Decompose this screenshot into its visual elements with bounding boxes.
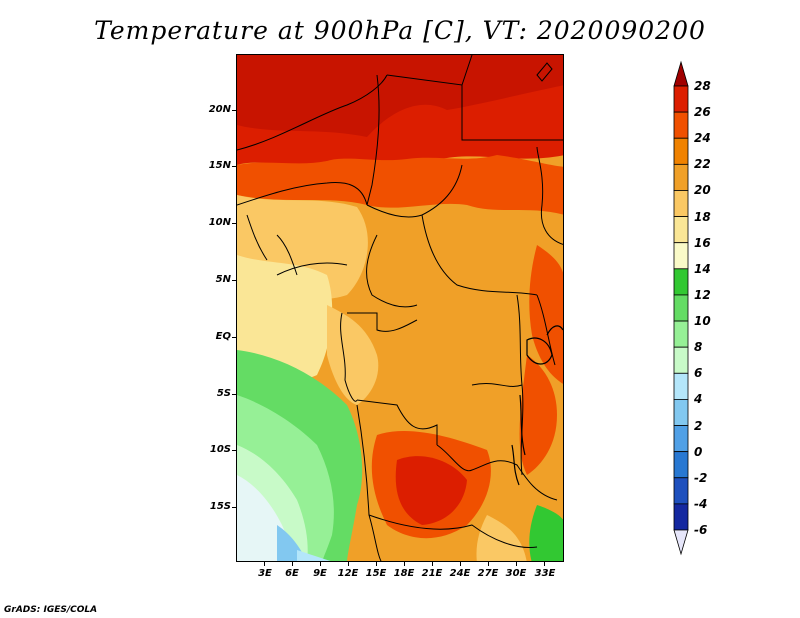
colorbar-label: 26 (694, 105, 711, 120)
lat-tick (232, 394, 236, 395)
lon-tick (404, 562, 405, 566)
field-24-26-lakes (519, 355, 557, 475)
colorbar-cell (673, 294, 689, 322)
colorbar-cell (673, 477, 689, 505)
lat-tick (232, 223, 236, 224)
field-18-20-west (237, 255, 333, 380)
lon-tick (376, 562, 377, 566)
lon-tick (460, 562, 461, 566)
temperature-field (237, 55, 563, 561)
colorbar-label: -2 (694, 470, 708, 485)
colorbar-cell (673, 346, 689, 374)
lon-tick (544, 562, 545, 566)
field-20-22-southeast (476, 515, 527, 561)
field-8-10-south (297, 550, 331, 561)
colorbar-label: 28 (694, 79, 711, 93)
lat-tick (232, 280, 236, 281)
lat-tick (232, 166, 236, 167)
colorbar-label: 2 (694, 418, 703, 433)
lon-label-33e: 33E (534, 568, 556, 579)
colorbar-cell (673, 268, 689, 296)
colorbar-label: 16 (694, 235, 711, 250)
colorbar-label: -6 (694, 523, 708, 537)
lat-label-20n: 20N (208, 104, 231, 115)
colorbar-cell (673, 190, 689, 217)
lon-label-6e: 6E (285, 568, 299, 579)
lon-label-15e: 15E (365, 568, 387, 579)
lon-label-9e: 9E (313, 568, 327, 579)
lat-tick (232, 507, 236, 508)
lat-label-5s: 5S (216, 388, 231, 399)
lat-label-15s: 15S (209, 501, 231, 512)
country-borders (237, 55, 563, 561)
lat-tick (232, 110, 236, 111)
lat-tick (232, 450, 236, 451)
colorbar-cell (673, 242, 689, 270)
field-24-26-east (529, 245, 563, 384)
lat-label-eq: EQ (215, 331, 231, 342)
lat-label-10s: 10S (209, 444, 231, 455)
lat-tick (232, 337, 236, 338)
lon-tick (516, 562, 517, 566)
colorbar-label: 22 (694, 157, 711, 172)
colorbar-label: 0 (694, 444, 703, 459)
lon-label-21e: 21E (421, 568, 443, 579)
lon-label-24e: 24E (449, 568, 471, 579)
colorbar-cell (673, 163, 689, 191)
lon-tick (292, 562, 293, 566)
software-credit: GrADS: IGES/COLA (4, 605, 98, 615)
field-20-22-congo (327, 305, 379, 405)
colorbar-label: 4 (694, 392, 703, 407)
colorbar-label: 24 (694, 131, 711, 146)
colorbar-label: 18 (694, 209, 711, 224)
colorbar-cell (673, 503, 689, 531)
colorbar-label: 14 (694, 261, 711, 276)
colorbar-cell (673, 137, 689, 165)
colorbar-label: -4 (694, 496, 708, 511)
field-26-28-south (395, 456, 467, 525)
colorbar-cell (673, 425, 689, 453)
chart-title: Temperature at 900hPa [C], VT: 202009020… (94, 16, 706, 45)
lon-label-18e: 18E (393, 568, 415, 579)
lake-outlines (511, 325, 563, 486)
colorbar-label: 6 (694, 366, 703, 381)
colorbar-cell (673, 85, 689, 113)
lon-tick (320, 562, 321, 566)
lon-tick (488, 562, 489, 566)
colorbar-label: 8 (694, 340, 703, 355)
temperature-map (236, 54, 564, 562)
lat-label-5n: 5N (215, 274, 231, 285)
colorbar-cell (673, 451, 689, 479)
colorbar-label: 10 (694, 314, 711, 329)
colorbar-bottom-triangle (673, 529, 689, 556)
colorbar-cell (673, 111, 689, 139)
lat-label-10n: 10N (208, 217, 231, 228)
field-24-26 (237, 155, 563, 215)
lon-tick (432, 562, 433, 566)
coastline-northeast (536, 62, 553, 82)
lon-label-12e: 12E (337, 568, 359, 579)
colorbar-cell (673, 216, 689, 244)
lat-label-15n: 15N (208, 160, 231, 171)
colorbar-cells (673, 60, 689, 556)
field-14-16-southeast (529, 505, 563, 561)
lon-label-3e: 3E (258, 568, 272, 579)
colorbar-cell (673, 372, 689, 400)
colorbar-label: 20 (694, 183, 711, 198)
colorbar-label: 12 (694, 287, 711, 302)
lon-label-30e: 30E (505, 568, 527, 579)
colorbar-top-triangle (673, 60, 689, 87)
lon-label-27e: 27E (477, 568, 499, 579)
colorbar (673, 60, 689, 556)
colorbar-cell (673, 320, 689, 348)
lon-tick (264, 562, 265, 566)
lon-tick (348, 562, 349, 566)
colorbar-cell (673, 399, 689, 426)
